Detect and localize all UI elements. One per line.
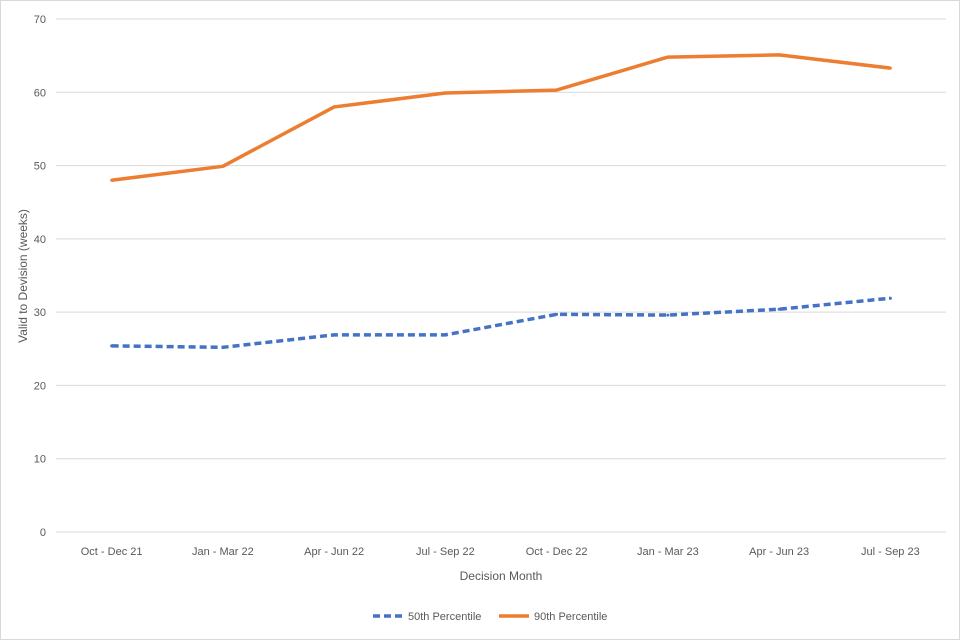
x-tick-label: Jan - Mar 22	[192, 546, 254, 558]
y-tick-label: 60	[34, 87, 46, 99]
series-line-50th	[111, 296, 891, 350]
data-point	[110, 178, 114, 182]
data-point	[666, 313, 670, 317]
legend-label: 90th Percentile	[534, 611, 607, 623]
data-point	[888, 66, 892, 70]
data-point	[221, 345, 225, 349]
data-point	[221, 164, 225, 168]
data-point	[777, 53, 781, 57]
data-point	[332, 333, 336, 337]
y-tick-label: 70	[34, 14, 46, 26]
data-point	[555, 88, 559, 92]
data-point	[443, 333, 447, 337]
y-tick-label: 10	[34, 454, 46, 466]
x-tick-label: Jul - Sep 23	[861, 546, 920, 558]
x-tick-label: Oct - Dec 21	[81, 546, 143, 558]
x-tick-label: Jan - Mar 23	[637, 546, 699, 558]
y-tick-label: 20	[34, 380, 46, 392]
y-tick-label: 30	[34, 307, 46, 319]
series-line-90th	[111, 53, 891, 182]
data-point	[666, 55, 670, 59]
x-axis-label: Decision Month	[460, 569, 543, 583]
x-tick-label: Apr - Jun 22	[304, 546, 364, 558]
y-tick-label: 0	[40, 527, 46, 539]
legend-label: 50th Percentile	[408, 611, 481, 623]
y-axis-label: Valid to Devision (weeks)	[16, 209, 30, 343]
data-point	[443, 91, 447, 95]
data-point	[888, 296, 892, 300]
data-point	[777, 307, 781, 311]
x-tick-label: Jul - Sep 22	[416, 546, 475, 558]
x-tick-label: Oct - Dec 22	[526, 546, 588, 558]
data-point	[555, 312, 559, 316]
y-tick-label: 40	[34, 234, 46, 246]
y-tick-label: 50	[34, 161, 46, 173]
x-tick-label: Apr - Jun 23	[749, 546, 809, 558]
data-point	[332, 105, 336, 109]
data-point	[110, 344, 114, 348]
